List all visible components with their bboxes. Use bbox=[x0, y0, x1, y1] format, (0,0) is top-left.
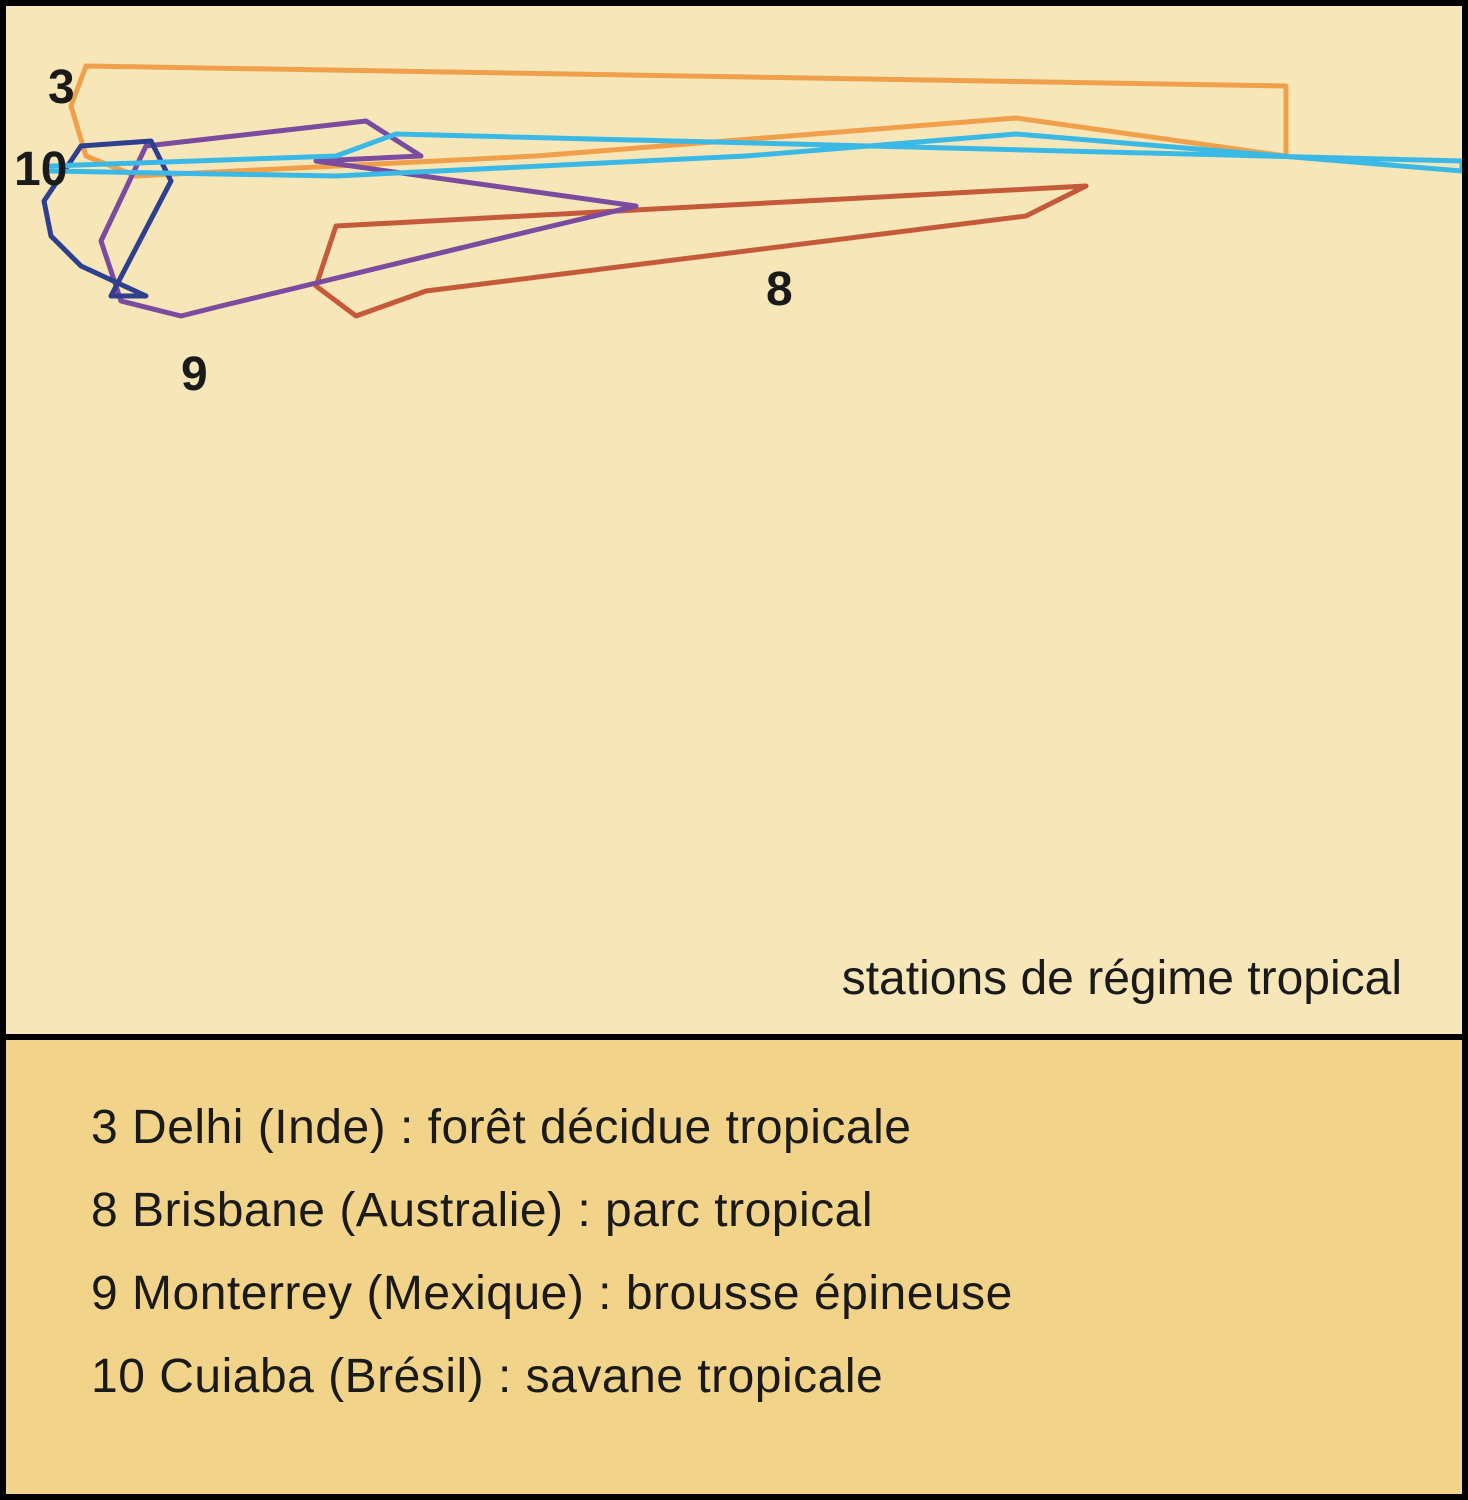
chart-area: 3 8 9 10 stations de régime tropical bbox=[6, 6, 1462, 1040]
series-label-9: 9 bbox=[181, 351, 208, 399]
chart-svg bbox=[6, 6, 1462, 1034]
figure-frame: 3 8 9 10 stations de régime tropical 3 Delh… bbox=[0, 0, 1468, 1500]
series-group bbox=[44, 66, 1462, 316]
series-label-3: 3 bbox=[48, 64, 75, 112]
chart-caption: stations de régime tropical bbox=[842, 951, 1402, 1006]
legend-line: 10 Cuiaba (Brésil) : savane tropicale bbox=[91, 1349, 1392, 1404]
series-9 bbox=[101, 121, 636, 316]
legend-area: 3 Delhi (Inde) : forêt décidue tropicale… bbox=[6, 1040, 1462, 1494]
legend-line: 8 Brisbane (Australie) : parc tropical bbox=[91, 1183, 1392, 1238]
series-8 bbox=[316, 186, 1086, 316]
legend-line: 3 Delhi (Inde) : forêt décidue tropicale bbox=[91, 1100, 1392, 1155]
legend-line: 9 Monterrey (Mexique) : brousse épineuse bbox=[91, 1266, 1392, 1321]
series-label-8: 8 bbox=[766, 266, 793, 314]
series-label-10: 10 bbox=[14, 146, 67, 194]
